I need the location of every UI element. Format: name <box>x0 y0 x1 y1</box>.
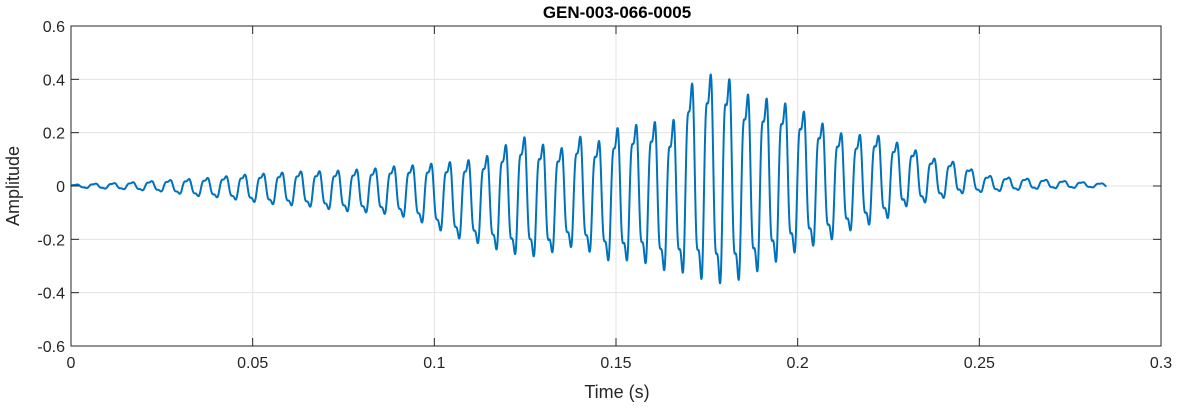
x-axis-label: Time (s) <box>584 382 649 402</box>
axes <box>70 25 1162 347</box>
y-tick-label: -0.2 <box>37 232 65 249</box>
y-tick-label: 0 <box>56 179 65 196</box>
x-tick-label: 0.25 <box>964 355 995 372</box>
y-tick-label: 0.4 <box>43 72 65 89</box>
y-tick-label: -0.6 <box>37 339 65 356</box>
y-tick-label: 0.2 <box>43 126 65 143</box>
x-tick-label: 0.15 <box>600 355 631 372</box>
x-tick-label: 0.3 <box>1150 355 1172 372</box>
y-tick-label: 0.6 <box>43 19 65 36</box>
x-tick-label: 0 <box>67 355 76 372</box>
tick-labels: 0 0.05 0.1 0.15 0.2 0.25 0.3 -0.6 -0.4 -0.2 0 0.2 0.… <box>37 19 1172 372</box>
plot-area <box>70 73 1108 285</box>
chart-title: GEN-003-066-0005 <box>543 3 691 22</box>
y-tick-label: -0.4 <box>37 286 65 303</box>
x-tick-label: 0.05 <box>237 355 268 372</box>
y-axis-label: Amplitude <box>3 146 23 226</box>
signal-line <box>70 73 1108 285</box>
x-tick-label: 0.1 <box>423 355 445 372</box>
grid-lines <box>71 26 1161 346</box>
x-tick-label: 0.2 <box>787 355 809 372</box>
